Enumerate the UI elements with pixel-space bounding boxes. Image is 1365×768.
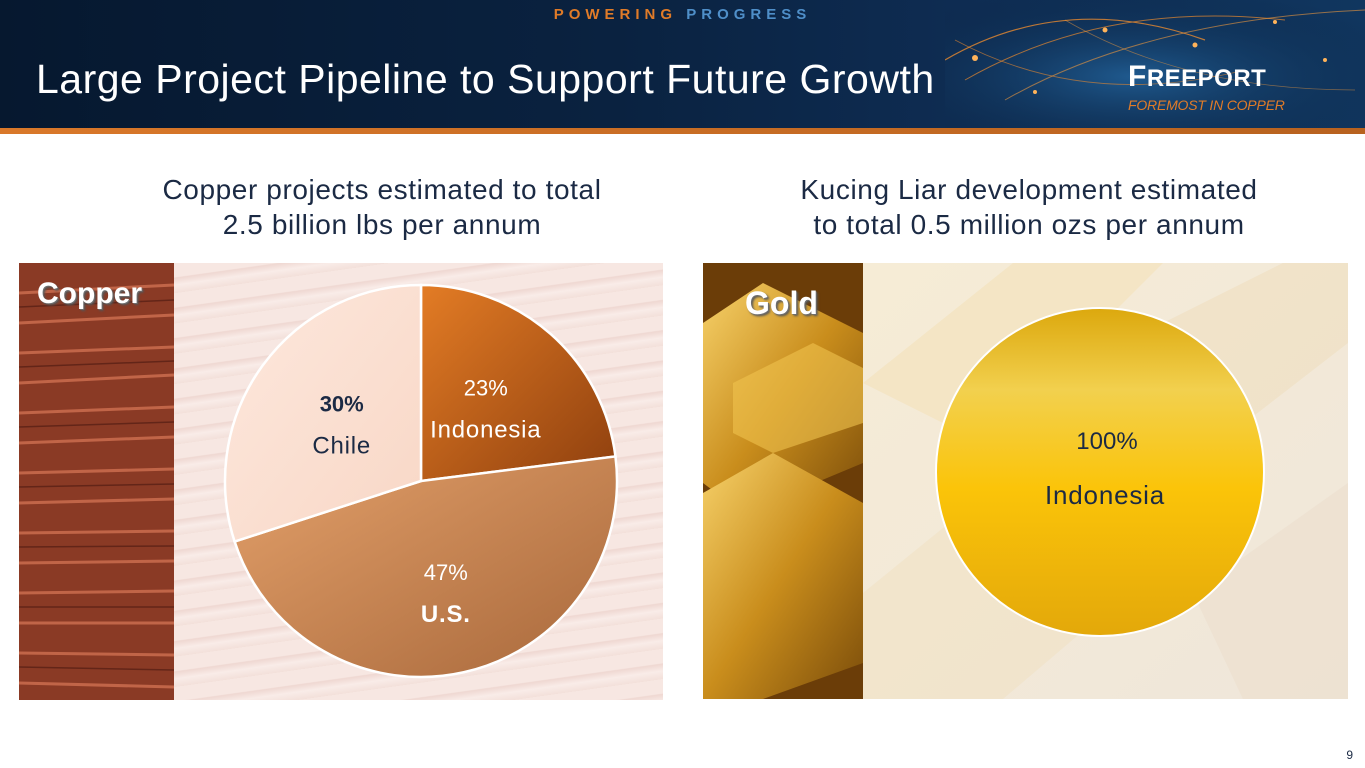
copper-panel-label: Copper xyxy=(37,277,142,310)
pie-slice-indonesia xyxy=(419,283,617,483)
header-divider xyxy=(0,128,1365,134)
gold-subtitle: Kucing Liar development estimated to tot… xyxy=(740,172,1318,242)
copper-panel: Copper 23% Indonesia 47% U.S. 30% Chile xyxy=(19,263,663,700)
page-title: Large Project Pipeline to Support Future… xyxy=(36,56,935,102)
pie-slice-indonesia-gold xyxy=(935,307,1265,637)
pie-label-value-indonesia: 23% xyxy=(464,375,508,400)
gold-panel-label: Gold xyxy=(745,285,818,321)
gold-panel: Gold 100% Indonesia xyxy=(703,263,1348,699)
logo-initial: F xyxy=(1128,60,1147,93)
page-number: 9 xyxy=(1346,748,1353,762)
pie-label-category-indonesia-gold: Indonesia xyxy=(1045,480,1165,510)
globe-network-graphic xyxy=(945,0,1365,128)
gold-pie-chart: 100% Indonesia xyxy=(935,307,1265,637)
pie-label-category-chile: Chile xyxy=(312,432,371,459)
pie-label-value-us: 47% xyxy=(424,560,468,585)
gold-subtitle-line1: Kucing Liar development estimated xyxy=(800,174,1258,205)
freeport-logo: FREEPORT xyxy=(1128,60,1266,94)
copper-subtitle-line1: Copper projects estimated to total xyxy=(162,174,602,205)
copper-pie-chart: 23% Indonesia 47% U.S. 30% Chile xyxy=(223,283,619,679)
tagline: POWERING PROGRESS xyxy=(0,6,1365,23)
gold-subtitle-line2: to total 0.5 million ozs per annum xyxy=(813,209,1245,240)
logo-rest: REEPORT xyxy=(1146,65,1267,92)
logo-tagline: FOREMOST IN COPPER xyxy=(1128,97,1285,113)
copper-cathodes-image xyxy=(19,263,174,700)
copper-subtitle-line2: 2.5 billion lbs per annum xyxy=(222,209,542,240)
copper-subtitle: Copper projects estimated to total 2.5 b… xyxy=(120,172,644,242)
pie-label-value-indonesia-gold: 100% xyxy=(1076,428,1137,455)
pie-label-category-us: U.S. xyxy=(421,601,471,628)
tagline-word-progress: PROGRESS xyxy=(686,6,812,23)
pie-label-category-indonesia: Indonesia xyxy=(430,416,541,443)
gold-bars-image xyxy=(703,263,863,699)
pie-label-value-chile: 30% xyxy=(320,391,364,416)
tagline-word-powering: POWERING xyxy=(553,6,678,23)
header-banner: POWERING PROGRESS Large Project Pipeline… xyxy=(0,0,1365,130)
pie-slice-chile xyxy=(223,283,423,544)
